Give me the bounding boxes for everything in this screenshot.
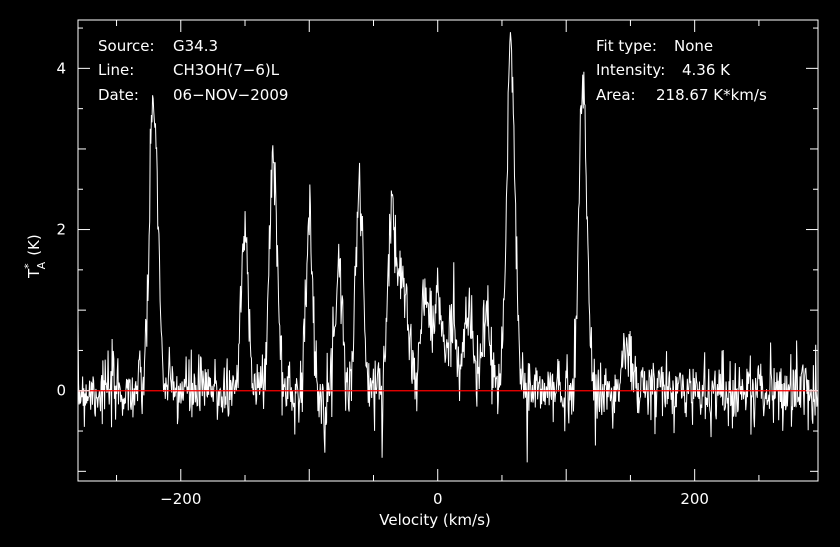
y-axis-label-superscript: *	[22, 263, 35, 269]
line-value: CH3OH(7−6)L	[173, 61, 280, 79]
date-label: Date:	[98, 86, 139, 104]
spectrum-trace	[77, 32, 819, 463]
area-label: Area:	[596, 86, 636, 104]
y-axis-label: T*A (K)	[22, 234, 48, 279]
y-axis-label-subscript: A	[35, 261, 48, 269]
x-tick-label: −200	[160, 490, 201, 508]
y-axis-label-unit: (K)	[25, 234, 43, 256]
date-value: 06−NOV−2009	[173, 86, 288, 104]
x-axis-label: Velocity (km/s)	[379, 511, 490, 529]
y-axis-label-symbol: T	[25, 268, 43, 279]
x-tick-label: 200	[680, 490, 709, 508]
y-tick-label: 0	[56, 382, 66, 400]
source-value: G34.3	[173, 37, 218, 55]
intensity-label: Intensity:	[596, 61, 665, 79]
x-tick-label: 0	[433, 490, 443, 508]
y-tick-label: 2	[56, 221, 66, 239]
fit-type-label: Fit type:	[596, 37, 657, 55]
y-axis-label-text: T*A (K)	[22, 234, 48, 279]
source-label: Source:	[98, 37, 155, 55]
axis-ticks: −200 0 200 0 2 4	[56, 20, 818, 508]
fit-type-value: None	[674, 37, 713, 55]
area-value: 218.67 K*km/s	[656, 86, 767, 104]
plot-frame	[77, 19, 819, 482]
intensity-value: 4.36 K	[682, 61, 731, 79]
spectrum-trace-layer	[77, 32, 819, 463]
line-label: Line:	[98, 61, 134, 79]
y-tick-label: 4	[56, 59, 66, 77]
